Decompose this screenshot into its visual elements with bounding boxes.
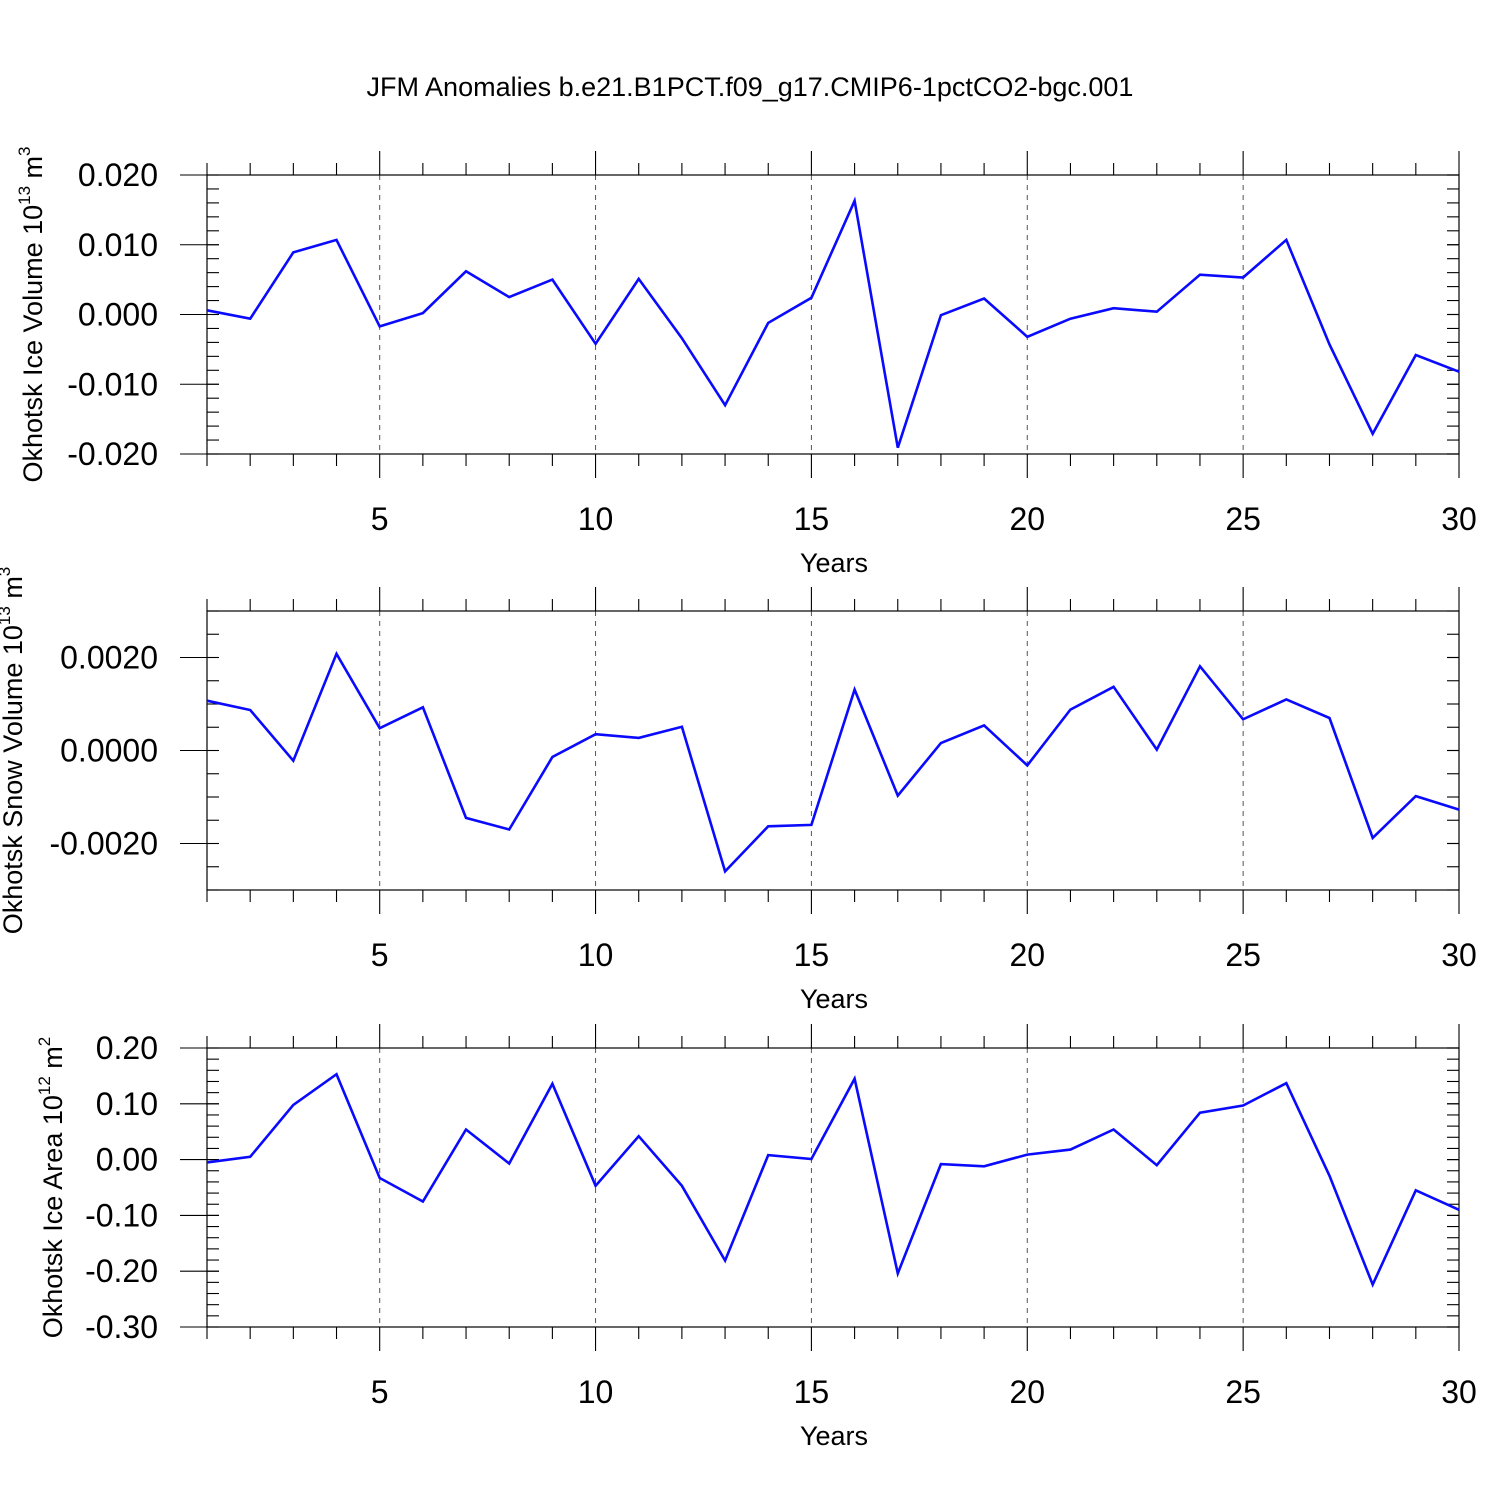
x-tick-label: 30 xyxy=(1441,1374,1477,1410)
y-axis-label: Okhotsk Snow Volume 1013 m3 xyxy=(0,567,28,935)
y-tick-label: 0.0020 xyxy=(60,640,158,676)
y-axis-label-text: m xyxy=(18,156,48,186)
plot-frame xyxy=(206,1047,1460,1328)
y-tick-label: 0.010 xyxy=(78,227,158,263)
y-axis-label-superscript: 2 xyxy=(35,1037,54,1046)
x-tick-label: 15 xyxy=(794,937,830,973)
figure-title: JFM Anomalies b.e21.B1PCT.f09_g17.CMIP6-… xyxy=(366,72,1134,102)
y-tick-label: -0.010 xyxy=(67,366,158,402)
x-tick-label: 20 xyxy=(1009,937,1045,973)
y-tick-label: -0.10 xyxy=(85,1197,158,1233)
y-axis-label: Okhotsk Ice Volume 1013 m3 xyxy=(15,146,48,482)
plot-frame xyxy=(206,610,1460,891)
x-tick-label: 25 xyxy=(1225,937,1261,973)
y-axis-label-text: Okhotsk Ice Volume 10 xyxy=(18,205,48,483)
y-tick-label: 0.0000 xyxy=(60,733,158,769)
x-tick-label: 20 xyxy=(1009,1374,1045,1410)
panel-3: 5 10 15 20 25 30 Years -0.30 -0.20 -0.10 0.00 0.10 0… xyxy=(35,1024,1477,1451)
x-axis-label: Years xyxy=(800,1421,868,1451)
y-axis-label-superscript: 12 xyxy=(35,1076,54,1095)
y-axis-label-superscript: 3 xyxy=(15,146,34,155)
x-tick-label: 10 xyxy=(578,937,614,973)
x-tick-label: 5 xyxy=(371,937,389,973)
series-line xyxy=(206,650,1460,874)
y-tick-label: -0.20 xyxy=(85,1253,158,1289)
panel-2: 5 10 15 20 25 30 Years -0.0020 0.0000 0.0020 Okhot… xyxy=(0,567,1477,1014)
y-axis-label-superscript: 13 xyxy=(15,186,34,205)
y-axis-label-text: m xyxy=(38,1046,68,1076)
y-tick-label: -0.30 xyxy=(85,1309,158,1345)
x-tick-label: 25 xyxy=(1225,1374,1261,1410)
panel-1: 5 10 15 20 25 30 Years -0.020 -0.010 0.000 0.010 0.… xyxy=(15,146,1477,578)
y-axis-label-superscript: 13 xyxy=(0,606,14,625)
x-tick-label: 15 xyxy=(794,1374,830,1410)
y-tick-label: 0.00 xyxy=(96,1142,158,1178)
x-axis-label: Years xyxy=(800,548,868,578)
x-tick-label: 25 xyxy=(1225,501,1261,537)
x-tick-label: 20 xyxy=(1009,501,1045,537)
y-tick-label: -0.0020 xyxy=(49,826,158,862)
y-axis-label: Okhotsk Ice Area 1012 m2 xyxy=(35,1037,68,1339)
y-axis-label-text: m xyxy=(0,576,28,606)
y-tick-label: -0.020 xyxy=(67,436,158,472)
y-tick-label: 0.020 xyxy=(78,157,158,193)
x-tick-label: 5 xyxy=(371,1374,389,1410)
x-tick-label: 10 xyxy=(578,1374,614,1410)
y-tick-label: 0.000 xyxy=(78,297,158,333)
y-tick-label: 0.20 xyxy=(96,1030,158,1066)
y-tick-label: 0.10 xyxy=(96,1086,158,1122)
series-line xyxy=(206,1072,1460,1288)
series-line xyxy=(206,196,1460,449)
y-axis-label-text: Okhotsk Ice Area 10 xyxy=(38,1095,68,1338)
x-tick-label: 30 xyxy=(1441,501,1477,537)
plot-frame xyxy=(206,174,1460,455)
x-tick-label: 5 xyxy=(371,501,389,537)
x-axis-label: Years xyxy=(800,984,868,1014)
y-axis-label-text: Okhotsk Snow Volume 10 xyxy=(0,625,28,934)
x-tick-label: 15 xyxy=(794,501,830,537)
y-axis-label-superscript: 3 xyxy=(0,567,14,576)
x-tick-label: 10 xyxy=(578,501,614,537)
x-tick-label: 30 xyxy=(1441,937,1477,973)
